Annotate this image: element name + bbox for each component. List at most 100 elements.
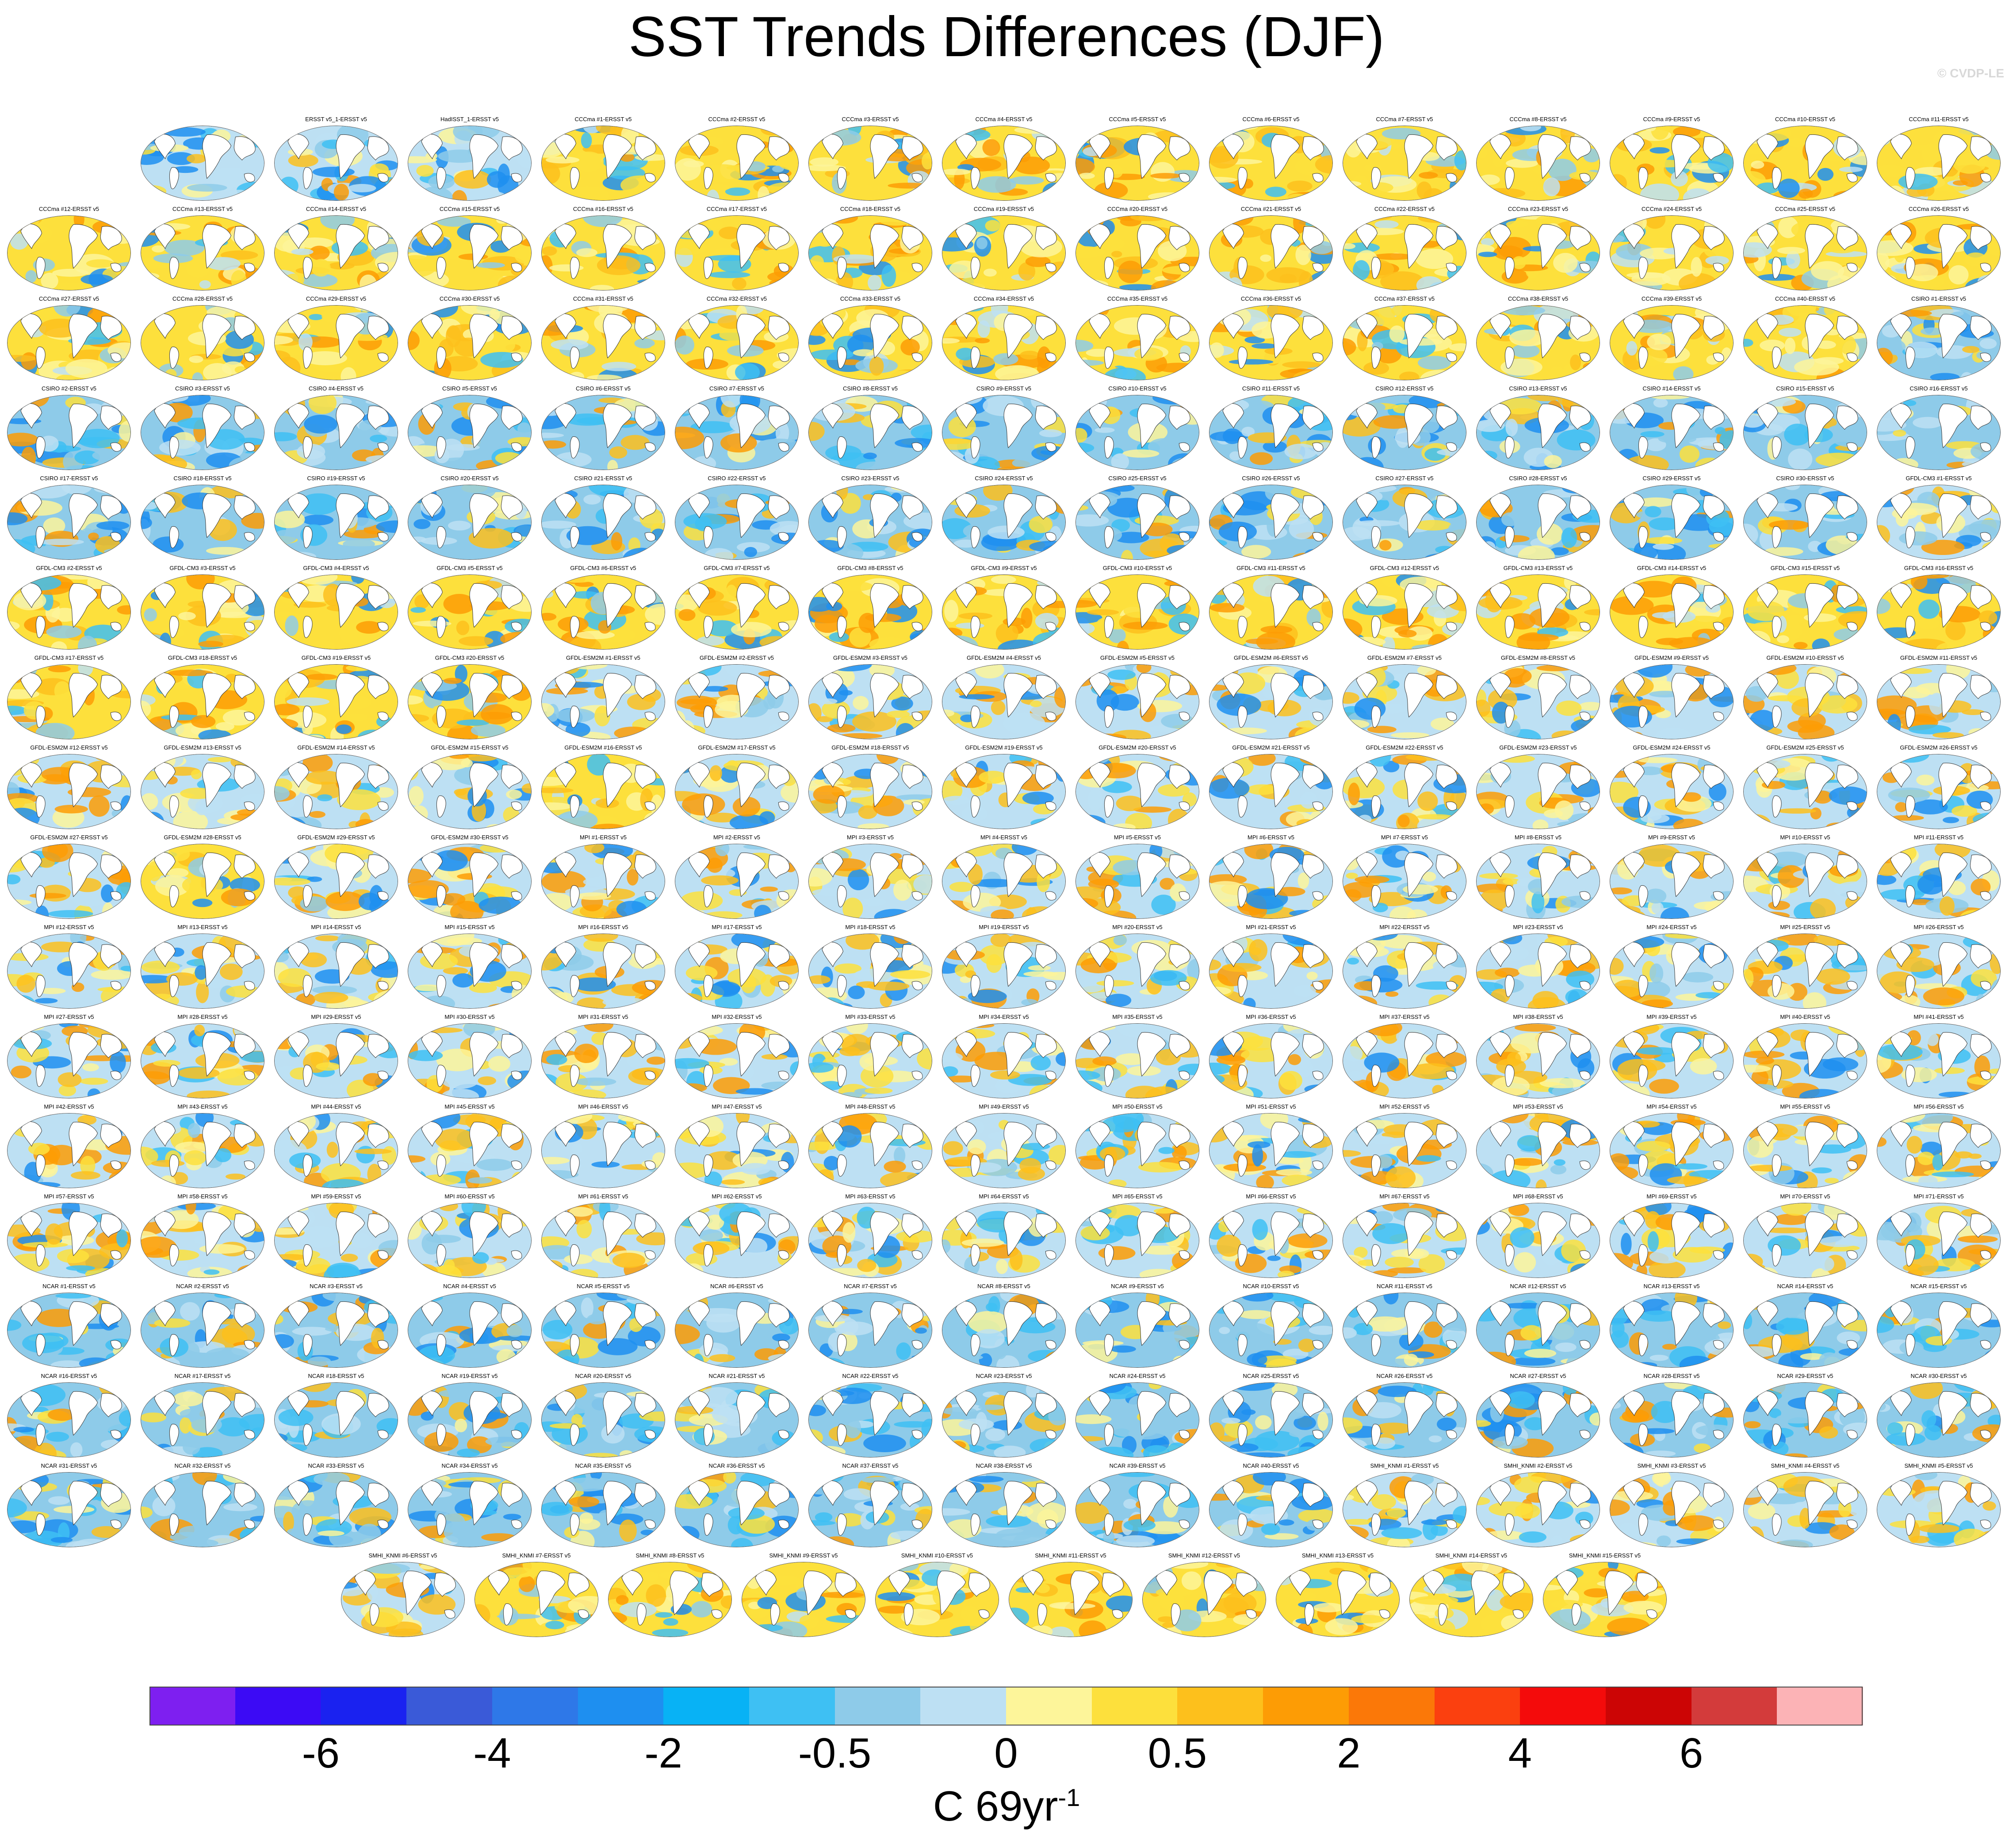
sst-map (808, 934, 932, 1009)
sst-map (408, 1472, 532, 1547)
sst-map (942, 1472, 1066, 1547)
credit-label: © CVDP-LE (1937, 66, 2004, 80)
sst-map (1343, 395, 1466, 470)
panel-label: MPI #61-ERSST v5 (578, 1193, 628, 1200)
sst-map (408, 574, 532, 650)
map-panel: MPI #35-ERSST v5 (1072, 1014, 1203, 1101)
sst-map (1075, 1113, 1199, 1188)
panel-label: MPI #10-ERSST v5 (1780, 834, 1830, 841)
map-panel: MPI #21-ERSST v5 (1206, 924, 1336, 1011)
sst-map (1877, 574, 2001, 650)
panel-label: GFDL-ESM2M #28-ERSST v5 (164, 834, 241, 841)
panel-label: GFDL-ESM2M #26-ERSST v5 (1900, 744, 1978, 751)
sst-map (274, 1023, 398, 1098)
sst-map (1075, 305, 1199, 380)
map-panel: CSIRO #12-ERSST v5 (1339, 385, 1470, 473)
panel-label: CCCma #4-ERSST v5 (975, 116, 1033, 122)
sst-map (1343, 1113, 1466, 1188)
panel-label: MPI #44-ERSST v5 (311, 1103, 361, 1110)
map-panel: NCAR #20-ERSST v5 (538, 1373, 669, 1460)
map-panel: GFDL-CM3 #7-ERSST v5 (671, 565, 802, 652)
sst-map (7, 1113, 131, 1188)
map-panel: GFDL-CM3 #12-ERSST v5 (1339, 565, 1470, 652)
sst-map (1476, 574, 1600, 650)
sst-map (675, 1472, 799, 1547)
colorbar-swatch (492, 1687, 578, 1726)
map-panel: MPI #38-ERSST v5 (1473, 1014, 1604, 1101)
panel-label: NCAR #6-ERSST v5 (710, 1283, 763, 1289)
panel-label: MPI #53-ERSST v5 (1513, 1103, 1563, 1110)
panel-label: GFDL-CM3 #16-ERSST v5 (1904, 565, 1974, 571)
colorbar-swatch (834, 1687, 921, 1726)
map-panel: CCCma #3-ERSST v5 (805, 116, 936, 203)
map-panel: MPI #54-ERSST v5 (1606, 1103, 1737, 1191)
sst-map (141, 574, 264, 650)
sst-map (675, 1382, 799, 1458)
panel-label: GFDL-ESM2M #13-ERSST v5 (164, 744, 241, 751)
sst-map (1276, 1562, 1400, 1637)
sst-map (541, 754, 665, 829)
map-panel: GFDL-ESM2M #8-ERSST v5 (1473, 654, 1604, 742)
map-panel: CSIRO #8-ERSST v5 (805, 385, 936, 473)
map-panel: NCAR #33-ERSST v5 (271, 1462, 402, 1550)
sst-map (1343, 664, 1466, 739)
sst-map (942, 1113, 1066, 1188)
panel-label: MPI #41-ERSST v5 (1913, 1014, 1964, 1020)
colorbar-swatch (749, 1687, 835, 1726)
colorbar-swatch (406, 1687, 493, 1726)
panel-label: GFDL-CM3 #14-ERSST v5 (1637, 565, 1707, 571)
panel-label: GFDL-ESM2M #10-ERSST v5 (1766, 654, 1844, 661)
map-panel: SMHI_KNMI #4-ERSST v5 (1740, 1462, 1871, 1550)
sst-map (1610, 754, 1734, 829)
panel-label: MPI #17-ERSST v5 (712, 924, 762, 930)
map-panel: SMHI_KNMI #15-ERSST v5 (1539, 1552, 1670, 1640)
sst-map (1075, 215, 1199, 291)
map-panel: MPI #34-ERSST v5 (938, 1014, 1069, 1101)
map-panel: CCCma #10-ERSST v5 (1740, 116, 1871, 203)
colorbar-swatch (1691, 1687, 1778, 1726)
panel-label: MPI #35-ERSST v5 (1112, 1014, 1163, 1020)
panel-label: CSIRO #19-ERSST v5 (307, 475, 365, 482)
panel-label: NCAR #34-ERSST v5 (441, 1462, 498, 1469)
map-panel: MPI #18-ERSST v5 (805, 924, 936, 1011)
panel-label: MPI #30-ERSST v5 (444, 1014, 495, 1020)
panel-label: SMHI_KNMI #4-ERSST v5 (1771, 1462, 1840, 1469)
sst-map (1476, 754, 1600, 829)
panel-label: CSIRO #9-ERSST v5 (976, 385, 1032, 392)
sst-map (675, 664, 799, 739)
map-panel: CCCma #13-ERSST v5 (137, 206, 268, 293)
sst-map (875, 1562, 999, 1637)
panel-label: MPI #8-ERSST v5 (1515, 834, 1561, 841)
panel-label: CCCma #24-ERSST v5 (1641, 206, 1702, 212)
sst-map (1209, 1293, 1333, 1368)
panel-label: MPI #42-ERSST v5 (44, 1103, 94, 1110)
sst-map (274, 305, 398, 380)
panel-label: MPI #46-ERSST v5 (578, 1103, 628, 1110)
panel-label: GFDL-ESM2M #7-ERSST v5 (1367, 654, 1442, 661)
chart-title: SST Trends Differences (DJF) (628, 5, 1385, 69)
sst-map (141, 1023, 264, 1098)
sst-map (141, 1293, 264, 1368)
sst-map (1877, 754, 2001, 829)
map-panel: MPI #56-ERSST v5 (1873, 1103, 2004, 1191)
panel-label: CCCma #11-ERSST v5 (1909, 116, 1969, 122)
panel-label: NCAR #20-ERSST v5 (575, 1373, 631, 1379)
sst-map (274, 395, 398, 470)
map-panel: GFDL-CM3 #17-ERSST v5 (4, 654, 134, 742)
map-panel: CCCma #8-ERSST v5 (1473, 116, 1604, 203)
map-panel: MPI #13-ERSST v5 (137, 924, 268, 1011)
map-panel: CCCma #21-ERSST v5 (1206, 206, 1336, 293)
panel-label: CCCma #18-ERSST v5 (840, 206, 901, 212)
panel-label: CCCma #16-ERSST v5 (573, 206, 634, 212)
panel-label: SMHI_KNMI #7-ERSST v5 (502, 1552, 571, 1559)
panel-label: CSIRO #17-ERSST v5 (40, 475, 98, 482)
sst-map (1209, 215, 1333, 291)
map-panel: CSIRO #19-ERSST v5 (271, 475, 402, 562)
panel-label: CCCma #9-ERSST v5 (1643, 116, 1700, 122)
panel-label: CCCma #31-ERSST v5 (573, 295, 634, 302)
map-panel: MPI #27-ERSST v5 (4, 1014, 134, 1101)
map-panel: MPI #47-ERSST v5 (671, 1103, 802, 1191)
map-panel: CCCma #40-ERSST v5 (1740, 295, 1871, 383)
sst-map (7, 1472, 131, 1547)
sst-map (1476, 1472, 1600, 1547)
